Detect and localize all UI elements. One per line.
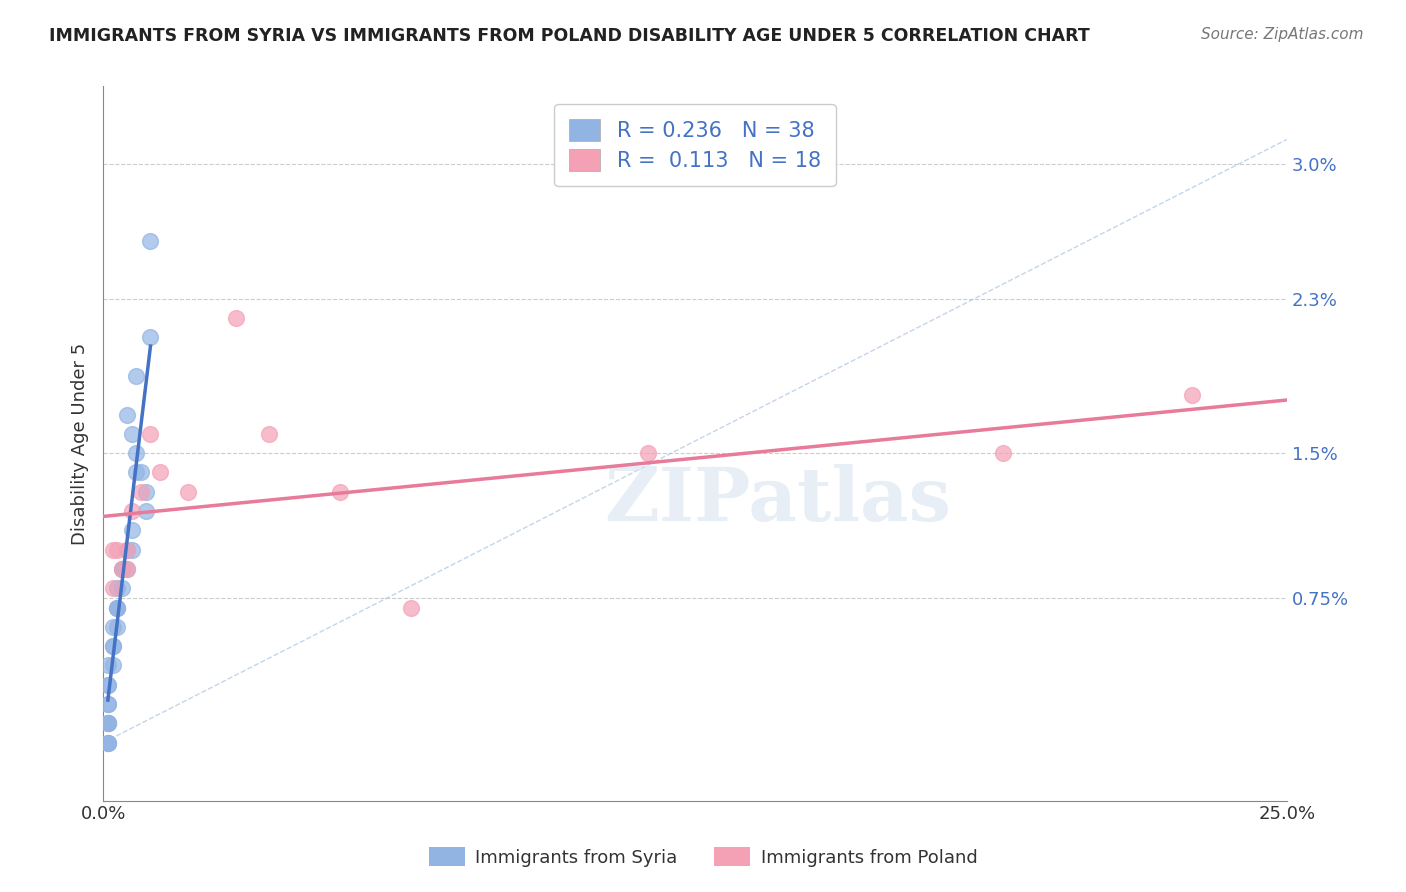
Legend: Immigrants from Syria, Immigrants from Poland: Immigrants from Syria, Immigrants from P… <box>422 840 984 874</box>
Point <box>1181 388 1204 402</box>
Point <box>105 600 128 615</box>
Point <box>125 466 148 480</box>
Point <box>97 736 120 750</box>
Point <box>115 542 138 557</box>
Point <box>329 484 352 499</box>
Point <box>115 542 138 557</box>
Point <box>105 542 128 557</box>
Text: IMMIGRANTS FROM SYRIA VS IMMIGRANTS FROM POLAND DISABILITY AGE UNDER 5 CORRELATI: IMMIGRANTS FROM SYRIA VS IMMIGRANTS FROM… <box>49 27 1090 45</box>
Point <box>101 542 124 557</box>
Point <box>121 426 143 441</box>
Point <box>177 484 200 499</box>
Point <box>97 697 120 711</box>
Point <box>135 504 157 518</box>
Point <box>97 678 120 692</box>
Y-axis label: Disability Age Under 5: Disability Age Under 5 <box>72 343 89 545</box>
Point <box>101 658 124 673</box>
Point <box>105 600 128 615</box>
Point <box>111 581 134 595</box>
Point <box>105 600 128 615</box>
Point <box>139 426 162 441</box>
Point <box>97 658 120 673</box>
Text: Source: ZipAtlas.com: Source: ZipAtlas.com <box>1201 27 1364 42</box>
Point <box>129 484 152 499</box>
Point <box>115 408 138 422</box>
Point <box>139 234 162 248</box>
Point <box>111 562 134 576</box>
Point <box>97 716 120 731</box>
Point <box>637 446 659 460</box>
Point <box>121 542 143 557</box>
Point <box>111 562 134 576</box>
Point <box>121 504 143 518</box>
Legend: R = 0.236   N = 38, R =  0.113   N = 18: R = 0.236 N = 38, R = 0.113 N = 18 <box>554 104 835 186</box>
Point <box>225 311 247 326</box>
Point <box>105 620 128 634</box>
Point <box>97 697 120 711</box>
Point <box>97 678 120 692</box>
Point <box>115 562 138 576</box>
Point <box>111 562 134 576</box>
Point <box>97 736 120 750</box>
Point <box>101 581 124 595</box>
Point <box>101 639 124 653</box>
Point <box>991 446 1014 460</box>
Point <box>97 716 120 731</box>
Point <box>101 620 124 634</box>
Point <box>115 562 138 576</box>
Point <box>125 446 148 460</box>
Point <box>139 330 162 344</box>
Point <box>257 426 280 441</box>
Point <box>135 484 157 499</box>
Point <box>125 368 148 383</box>
Point <box>97 736 120 750</box>
Text: ZIPatlas: ZIPatlas <box>605 464 952 537</box>
Point <box>97 716 120 731</box>
Point <box>121 524 143 538</box>
Point <box>399 600 422 615</box>
Point <box>105 581 128 595</box>
Point <box>149 466 172 480</box>
Point <box>97 716 120 731</box>
Point <box>129 466 152 480</box>
Point <box>101 639 124 653</box>
